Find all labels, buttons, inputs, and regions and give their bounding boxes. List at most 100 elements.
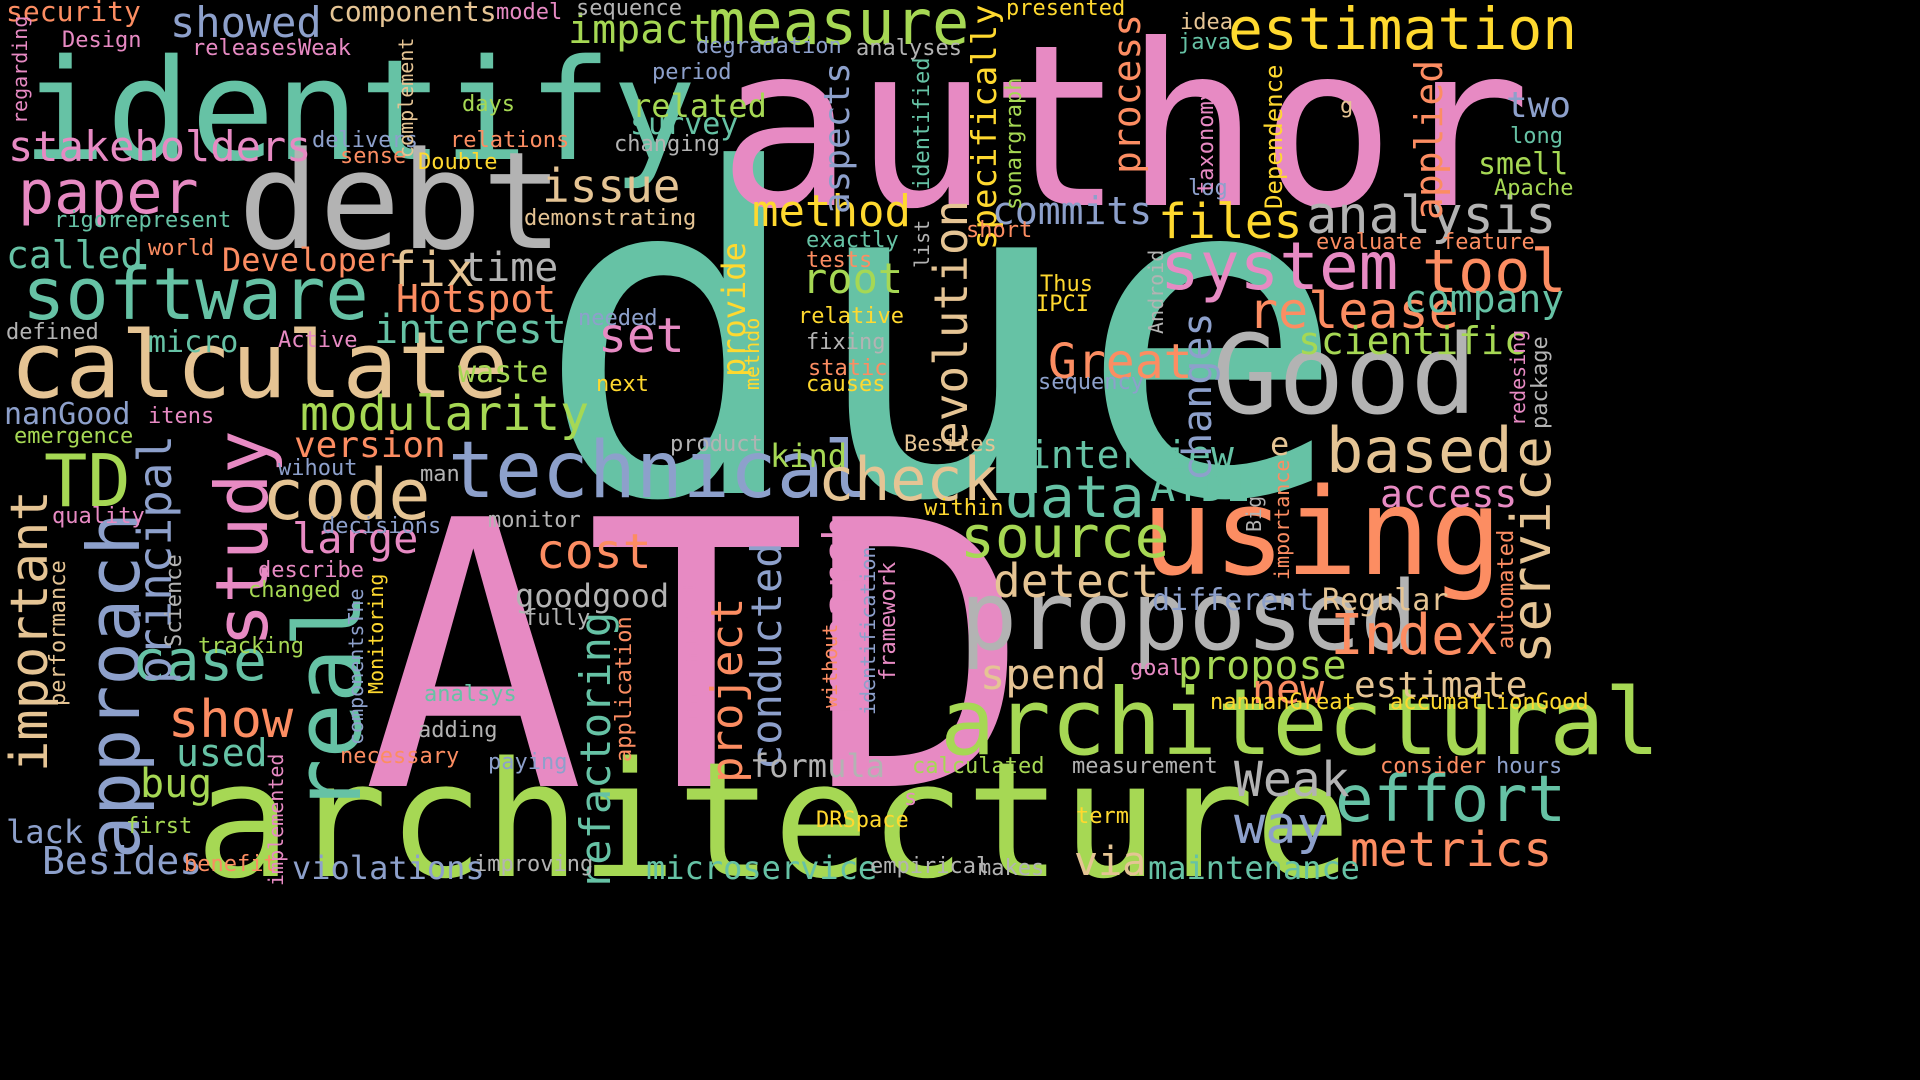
word-complement: complement xyxy=(394,37,418,158)
word-violations: violations xyxy=(292,849,485,887)
word-next: next xyxy=(596,372,649,397)
word-estimation: estimation xyxy=(1228,0,1578,63)
word-list: list xyxy=(910,219,934,268)
word-architectural: architectural xyxy=(940,669,1661,776)
word-dependence: Dependence xyxy=(1260,64,1288,210)
word-method: method xyxy=(752,186,911,237)
word-hours: hours xyxy=(1496,754,1563,779)
word-term: term xyxy=(1076,804,1129,829)
word-security: security xyxy=(6,0,141,28)
word-improving: improving xyxy=(474,852,594,877)
word-cost: cost xyxy=(536,524,652,580)
word-s: s xyxy=(904,786,918,811)
word-impact: impact xyxy=(568,7,713,53)
word-tracking: tracking xyxy=(198,634,304,659)
word-static: static xyxy=(808,356,888,381)
word-changed: changed xyxy=(248,578,341,603)
word-scientific: scientific xyxy=(1298,319,1527,363)
word-effort: effort xyxy=(1335,763,1567,837)
word-monitor: monitor xyxy=(488,508,581,533)
word-goodgood: goodgood xyxy=(515,577,670,615)
word-case: case xyxy=(132,629,267,694)
word-nangood: nanGood xyxy=(4,397,131,432)
word-based: based xyxy=(1326,414,1513,487)
word-represent: represent xyxy=(112,208,232,233)
word-refactoring: refactoring xyxy=(571,611,620,890)
word-show: show xyxy=(168,690,294,750)
word-causes: causes xyxy=(806,372,886,397)
word-micro: micro xyxy=(148,325,239,360)
word-via: via xyxy=(1074,839,1147,885)
word-developer: Developer xyxy=(222,241,396,279)
word-big: Big xyxy=(1242,495,1266,532)
word-showed: showed xyxy=(170,0,322,47)
word-version: version xyxy=(294,425,446,466)
word-man: man xyxy=(420,462,460,487)
word-author: author xyxy=(718,0,1531,259)
word-different: different xyxy=(1152,583,1315,618)
word-fully: fully xyxy=(524,606,591,631)
word-model: model xyxy=(496,0,563,25)
word-detect: detect xyxy=(993,554,1160,608)
word-index: Index xyxy=(1330,603,1499,668)
word-bug: bug xyxy=(140,761,213,807)
word-microservice: microservice xyxy=(646,849,878,887)
word-regarding: regarding xyxy=(8,15,32,124)
word-calculate: calculate xyxy=(10,312,509,419)
word-importance: importance xyxy=(1270,459,1294,580)
word-nannangreat: nannanGreat xyxy=(1210,690,1356,715)
word-demonstrating: demonstrating xyxy=(524,206,697,231)
word-weak: Weak xyxy=(1234,752,1350,808)
word-double: Double xyxy=(418,150,498,175)
word-analsys: analsys xyxy=(424,682,517,707)
word-degradation: degradation xyxy=(696,34,842,59)
word-tests: tests xyxy=(806,248,873,273)
word-company: company xyxy=(1404,277,1565,321)
word-besides: Besides xyxy=(42,839,203,883)
word-benefit: benefit xyxy=(184,852,277,877)
word-needed: needed xyxy=(578,306,658,331)
word-redesing: redesing xyxy=(1506,329,1530,426)
word-modularity: modularity xyxy=(300,386,589,442)
word-releasesweak: releasesWeak xyxy=(192,36,351,61)
word-interest: interest xyxy=(374,307,567,353)
word-issue: issue xyxy=(542,159,681,213)
word-applied: applied xyxy=(1407,59,1451,220)
word-measure: measure xyxy=(708,0,970,59)
word-smell: smell xyxy=(1478,147,1569,182)
word-goal: goal xyxy=(1130,656,1183,681)
word-adding: adding xyxy=(418,718,498,743)
word-access: access xyxy=(1380,472,1518,516)
word-rigor: rigor xyxy=(54,208,121,233)
word-aspects: aspects xyxy=(817,62,858,214)
word-time: time xyxy=(462,245,559,291)
word-analyses: analyses xyxy=(856,36,962,61)
word-e: e xyxy=(1270,425,1290,463)
word-identify: identify xyxy=(22,30,697,193)
word-code: code xyxy=(262,454,431,536)
word-package: package xyxy=(1528,336,1553,429)
word-paper: paper xyxy=(18,158,199,228)
word-large: large xyxy=(292,514,419,563)
word-source: source xyxy=(960,503,1170,571)
word-hotspot: Hotspot xyxy=(396,277,557,321)
word-g: g xyxy=(1340,94,1354,119)
word-components: components xyxy=(328,0,497,28)
word-sequence: sequence xyxy=(576,0,682,21)
word-related: related xyxy=(632,87,767,125)
word-apache: Apache xyxy=(1494,176,1574,201)
word-two: two xyxy=(1506,85,1572,126)
word-lack: lack xyxy=(6,813,84,851)
word-makes: makes xyxy=(978,856,1045,881)
word-fixing: fixing xyxy=(806,330,886,355)
word-waste: waste xyxy=(458,355,549,390)
word-methdo: methdo xyxy=(740,317,764,390)
word-estimate: estimate xyxy=(1354,665,1528,706)
word-consider: consider xyxy=(1380,754,1486,779)
word-formula: formula xyxy=(750,747,885,785)
word-log: log xyxy=(1188,176,1228,201)
word-feature: feature xyxy=(1442,230,1535,255)
word-architecture: architecture xyxy=(195,727,1351,914)
word-survey: survey xyxy=(630,107,739,142)
